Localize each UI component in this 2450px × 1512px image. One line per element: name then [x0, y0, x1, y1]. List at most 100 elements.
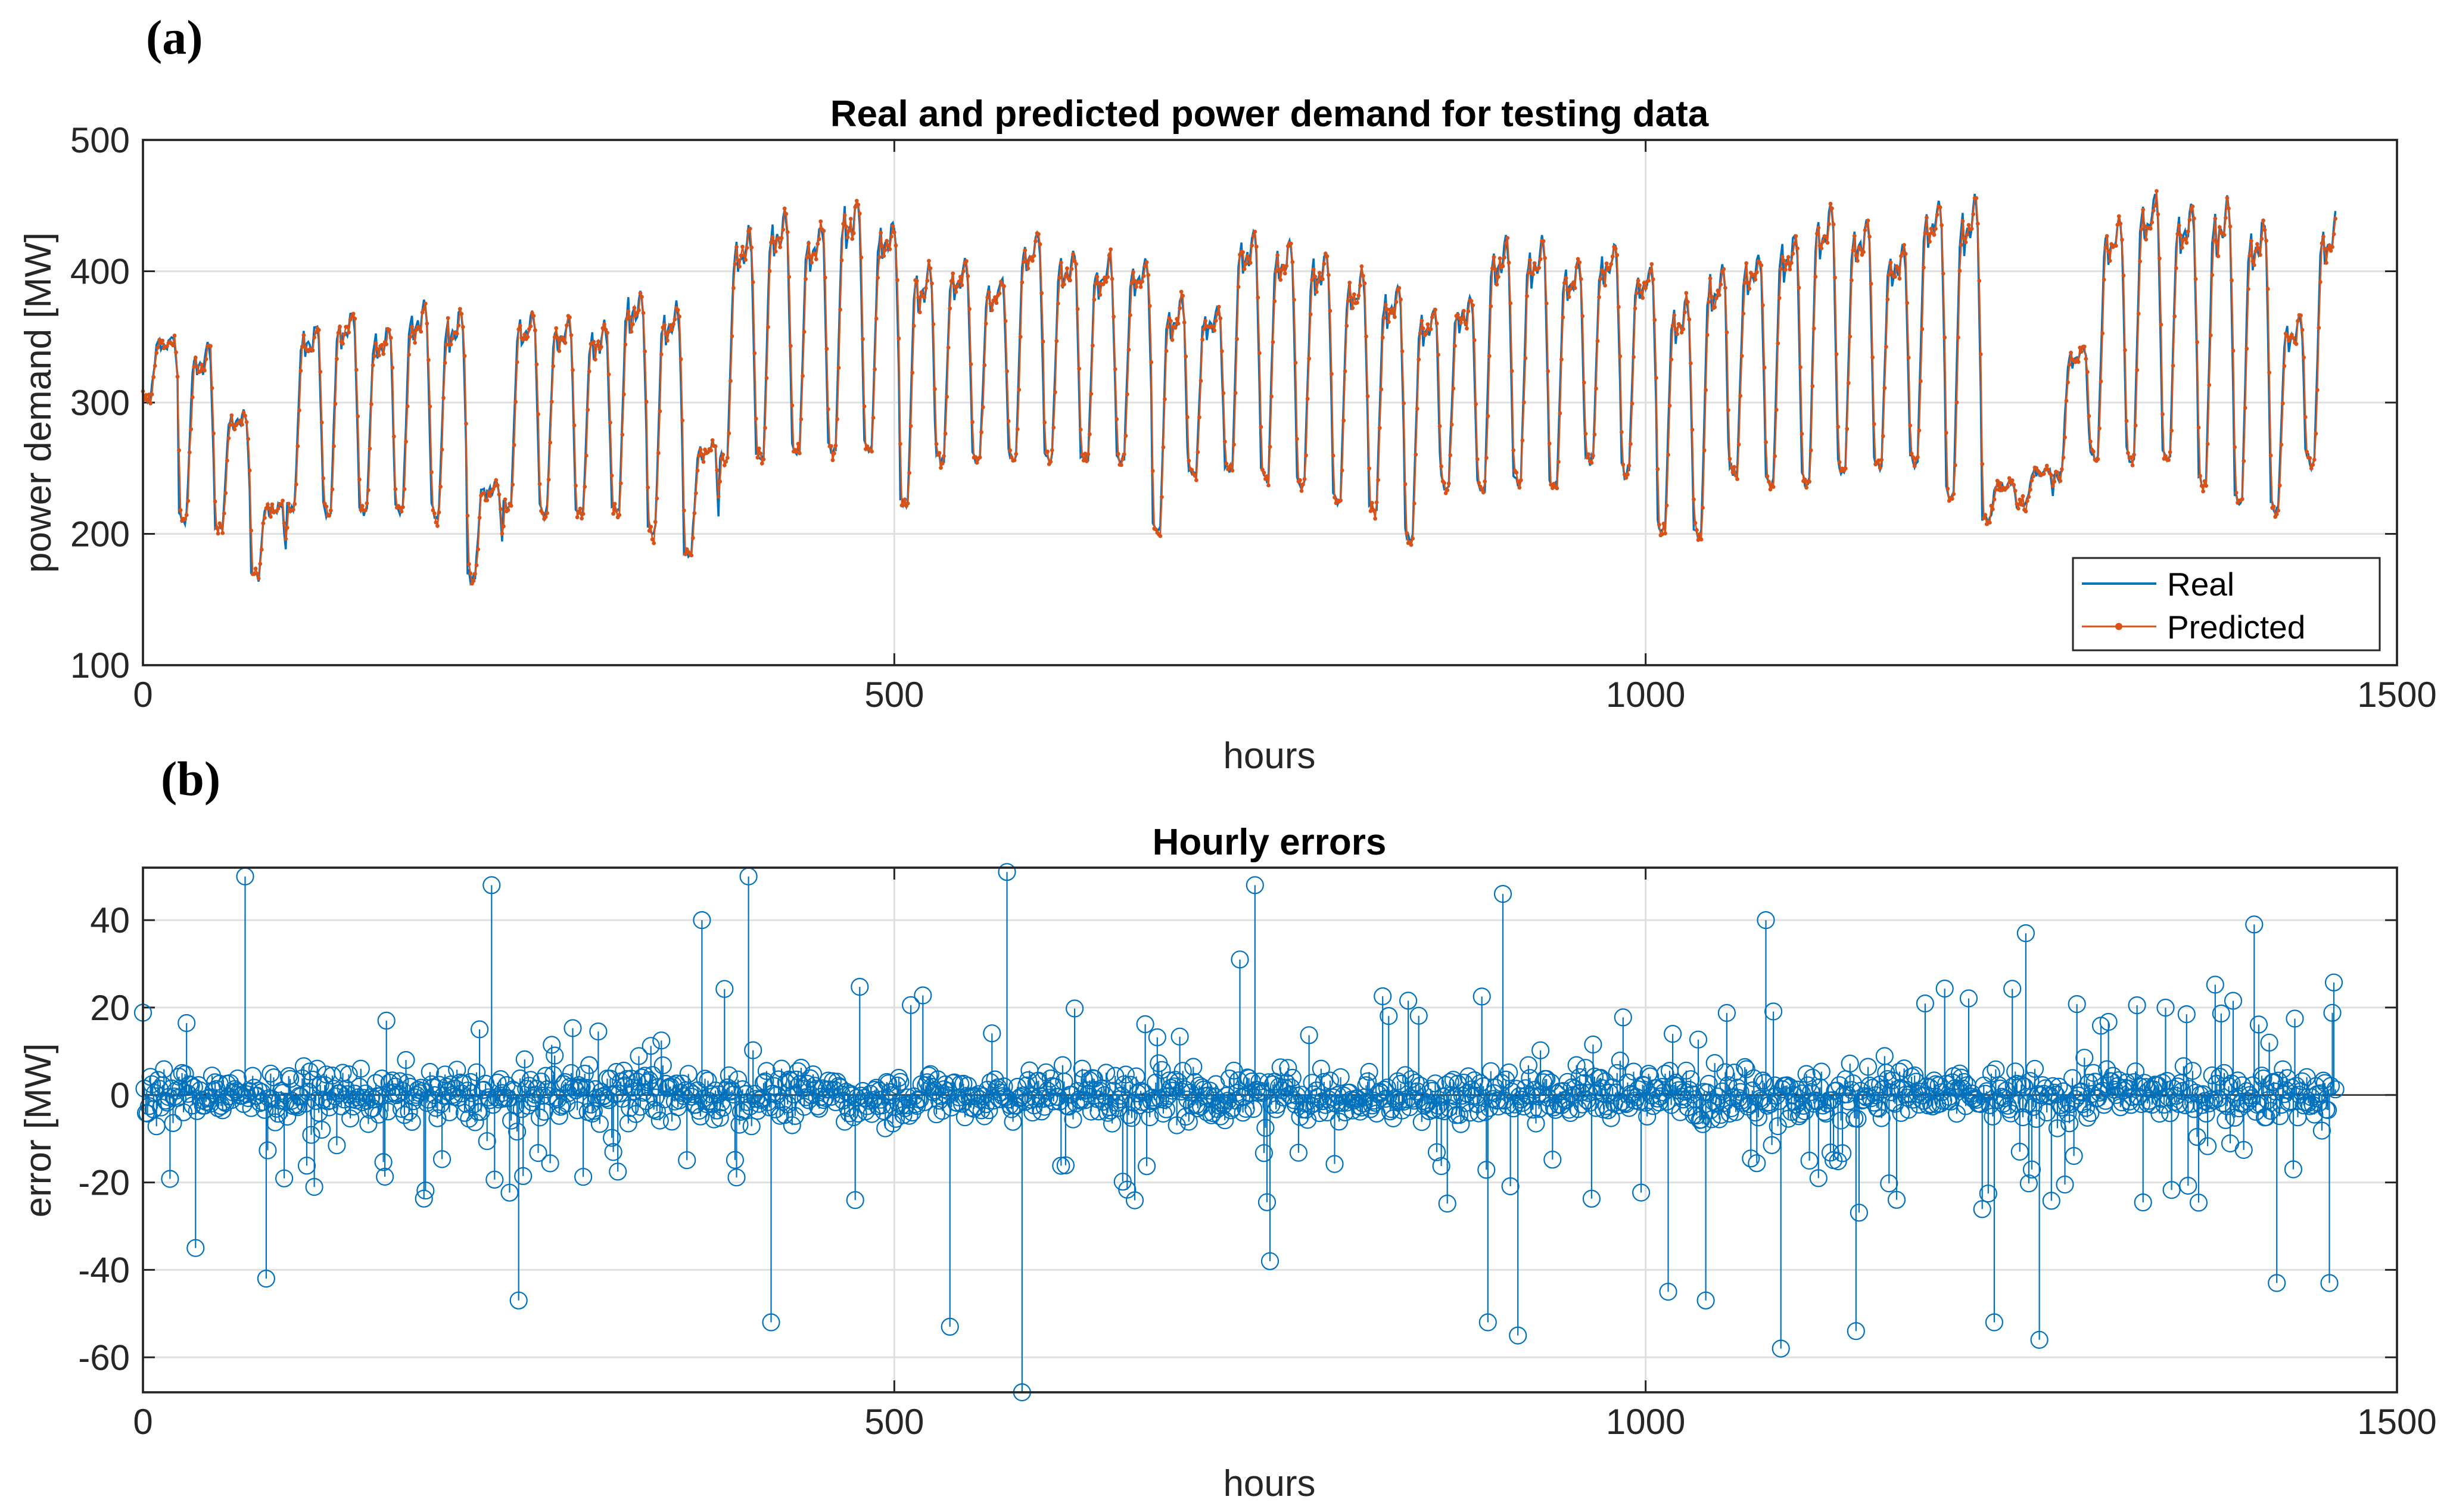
error-marker	[1268, 1095, 1287, 1114]
predicted-point	[982, 363, 987, 367]
predicted-point	[1795, 246, 1800, 251]
error-marker	[1452, 1115, 1470, 1133]
predicted-point	[1418, 331, 1422, 335]
predicted-point	[1789, 261, 1794, 265]
error-marker	[1985, 1313, 2003, 1332]
predicted-point	[662, 323, 667, 327]
predicted-point	[2324, 261, 2328, 265]
error-marker	[1973, 1200, 1991, 1218]
predicted-point	[957, 279, 961, 284]
predicted-point	[861, 336, 865, 341]
predicted-point	[287, 501, 291, 506]
predicted-point	[2019, 502, 2023, 507]
error-marker	[388, 1086, 406, 1105]
predicted-point	[1657, 522, 1661, 527]
error-marker	[1519, 1056, 1537, 1074]
predicted-point	[1129, 281, 1134, 286]
error-marker	[1391, 1074, 1410, 1093]
legend-predicted-label: Predicted	[2167, 609, 2305, 646]
error-marker	[509, 1291, 528, 1310]
predicted-point	[1430, 315, 1434, 320]
error-marker	[1900, 1101, 1918, 1119]
error-marker	[2050, 1077, 2068, 1096]
predicted-point	[790, 403, 795, 408]
predicted-point	[298, 369, 303, 373]
x-tick-label: 1500	[2357, 1402, 2436, 1442]
predicted-point	[2133, 423, 2138, 428]
predicted-point	[1150, 469, 1155, 473]
predicted-point	[2166, 458, 2171, 462]
predicted-point	[1947, 498, 1951, 503]
error-marker	[696, 1070, 714, 1088]
predicted-point	[1992, 497, 1997, 502]
predicted-point	[494, 478, 499, 482]
predicted-point	[2213, 216, 2218, 221]
predicted-point	[939, 466, 943, 470]
predicted-point	[621, 392, 626, 397]
error-marker	[1052, 1156, 1070, 1175]
predicted-point	[419, 329, 424, 334]
error-marker	[2161, 1104, 2180, 1123]
error-marker	[2156, 998, 2175, 1017]
error-marker	[1833, 1144, 1852, 1162]
predicted-point	[624, 317, 629, 321]
error-marker	[340, 1065, 358, 1084]
error-marker	[2098, 1060, 2116, 1078]
predicted-point	[486, 490, 491, 494]
predicted-point	[1704, 388, 1708, 392]
predicted-point	[408, 335, 413, 339]
predicted-point	[513, 400, 518, 404]
predicted-point	[454, 331, 459, 336]
predicted-point	[1912, 464, 1917, 469]
predicted-point	[709, 448, 713, 453]
predicted-point	[291, 507, 295, 512]
predicted-point	[1386, 320, 1391, 324]
predicted-point	[1678, 324, 1683, 328]
predicted-point	[722, 463, 727, 467]
predicted-point	[778, 245, 782, 250]
error-marker	[1056, 1156, 1075, 1174]
predicted-point	[1115, 417, 1119, 422]
error-marker	[296, 1095, 315, 1113]
predicted-point	[733, 261, 737, 266]
error-marker	[1402, 1070, 1421, 1089]
error-marker	[500, 1183, 519, 1202]
predicted-point	[572, 423, 577, 428]
error-marker	[1103, 1114, 1122, 1133]
error-marker	[1554, 1081, 1572, 1101]
error-marker	[1632, 1183, 1651, 1202]
error-marker	[630, 1047, 648, 1065]
predicted-point	[1854, 253, 1858, 258]
predicted-point	[798, 451, 802, 456]
error-marker	[2324, 973, 2343, 992]
error-marker	[2183, 1062, 2202, 1080]
predicted-point	[1110, 277, 1115, 281]
error-marker	[1797, 1065, 1816, 1083]
predicted-point	[1104, 279, 1109, 284]
predicted-point	[754, 416, 758, 421]
predicted-point	[1543, 255, 1548, 260]
predicted-point	[727, 431, 731, 435]
predicted-point	[497, 492, 502, 497]
predicted-point	[1469, 299, 1474, 303]
predicted-point	[269, 515, 273, 519]
predicted-point	[2267, 370, 2272, 375]
error-marker	[1998, 1096, 2017, 1115]
error-marker	[729, 1070, 748, 1089]
predicted-point	[2006, 484, 2010, 489]
predicted-point	[719, 456, 724, 461]
predicted-point	[1514, 470, 1519, 475]
predicted-point	[1685, 300, 1690, 304]
predicted-point	[1009, 455, 1014, 460]
predicted-point	[742, 252, 746, 257]
predicted-point	[985, 295, 990, 300]
predicted-point	[1837, 460, 1842, 464]
panel-b-hourly-errors-chart: (b) Hourly errors 0 500 1000 1500 -60-40-20…	[18, 752, 2437, 1504]
predicted-point	[1038, 242, 1042, 247]
predicted-point	[2207, 383, 2212, 387]
predicted-point	[1508, 301, 1513, 305]
error-marker	[515, 1050, 534, 1069]
predicted-point	[2282, 364, 2287, 368]
predicted-point	[644, 400, 649, 404]
predicted-point	[371, 363, 375, 367]
